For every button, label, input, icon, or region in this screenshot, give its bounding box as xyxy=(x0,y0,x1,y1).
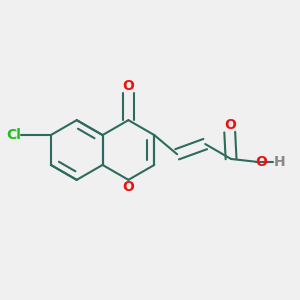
Text: O: O xyxy=(224,118,236,132)
Text: O: O xyxy=(256,155,267,169)
Text: O: O xyxy=(122,79,134,93)
Text: Cl: Cl xyxy=(6,128,21,142)
Text: O: O xyxy=(122,180,134,194)
Text: H: H xyxy=(274,155,285,169)
